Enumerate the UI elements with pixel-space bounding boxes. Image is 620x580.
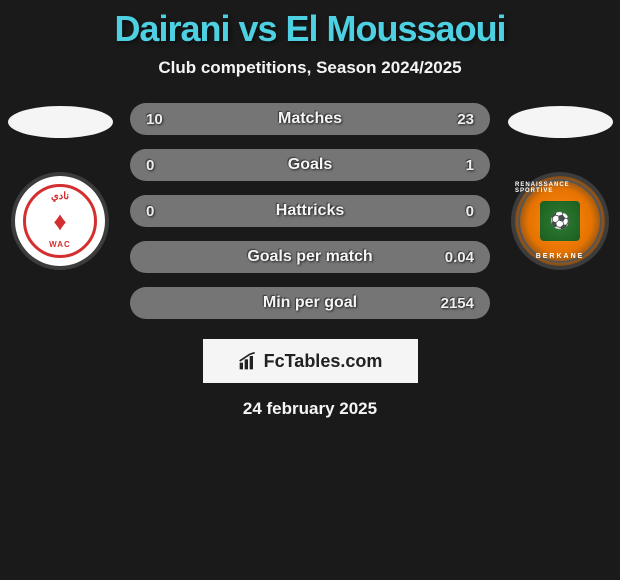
stat-label: Min per goal [263,294,357,312]
right-player-oval [508,106,613,138]
right-club-badge[interactable]: RENAISSANCE SPORTIVE ⚽ BERKANE [515,176,605,266]
right-club-column: RENAISSANCE SPORTIVE ⚽ BERKANE [500,103,620,266]
stat-label: Goals [288,156,332,174]
stat-left-value: 10 [146,111,186,128]
stat-row: Goals per match 0.04 [130,241,490,273]
footer-date: 24 february 2025 [0,399,620,419]
left-club-column: نادي ♦ WAC [0,103,120,266]
stat-right-value: 0 [434,203,474,220]
stat-label: Goals per match [247,248,372,266]
left-badge-bottom-text: WAC [49,240,71,249]
comparison-card: Dairani vs El Moussaoui Club competition… [0,0,620,419]
chart-icon [238,351,258,371]
left-badge-top-text: نادي [51,191,69,202]
watermark[interactable]: FcTables.com [203,339,418,383]
left-player-oval [8,106,113,138]
stat-row: 10 Matches 23 [130,103,490,135]
stat-right-value: 23 [434,111,474,128]
page-title: Dairani vs El Moussaoui [0,8,620,50]
stat-right-value: 1 [434,157,474,174]
right-badge-bottom-text: BERKANE [536,253,585,260]
stat-row: Min per goal 2154 [130,287,490,319]
stat-left-value: 0 [146,157,186,174]
left-badge-inner: نادي ♦ WAC [23,184,97,258]
left-badge-center: ♦ [53,206,66,237]
stats-column: 10Matches230Goals10Hattricks0Goals per m… [120,103,500,319]
right-badge-top-text: RENAISSANCE SPORTIVE [515,182,605,194]
left-club-badge[interactable]: نادي ♦ WAC [15,176,105,266]
stat-row: 0 Goals 1 [130,149,490,181]
stat-row: 0 Hattricks 0 [130,195,490,227]
main-row: نادي ♦ WAC 10Matches230Goals10Hattricks0… [0,103,620,319]
stat-right-value: 2154 [434,295,474,312]
watermark-text: FcTables.com [264,351,383,372]
stat-label: Matches [278,110,342,128]
stat-label: Hattricks [276,202,344,220]
stat-left-value: 0 [146,203,186,220]
stat-right-value: 0.04 [434,249,474,266]
subtitle: Club competitions, Season 2024/2025 [0,58,620,78]
